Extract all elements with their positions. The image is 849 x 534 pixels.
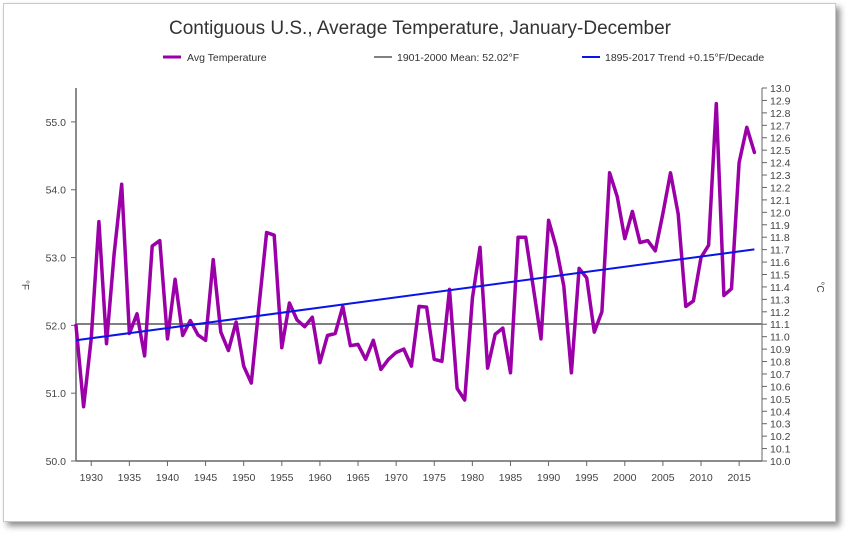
y2-tick-label: 11.9 bbox=[770, 220, 790, 232]
x-tick-label: 1955 bbox=[270, 472, 294, 484]
y2-tick-label: 10.2 bbox=[770, 431, 791, 443]
y2-tick-label: 12.7 bbox=[770, 120, 791, 132]
y2-tick-label: 10.0 bbox=[770, 456, 791, 468]
legend-label-trend: 1895-2017 Trend +0.15°F/Decade bbox=[605, 52, 764, 64]
x-tick-label: 2000 bbox=[613, 472, 637, 484]
y2-tick-label: 12.9 bbox=[770, 95, 791, 107]
y-tick-label: 51.0 bbox=[46, 388, 67, 400]
y-tick-label: 53.0 bbox=[46, 253, 67, 265]
x-tick-label: 1940 bbox=[156, 472, 180, 484]
x-tick-label: 2010 bbox=[689, 472, 713, 484]
y2-axis-label: °C bbox=[814, 281, 825, 292]
y2-tick-label: 11.2 bbox=[770, 307, 790, 319]
x-tick-label: 1950 bbox=[232, 472, 256, 484]
y2-tick-label: 10.4 bbox=[770, 406, 791, 418]
y2-tick-label: 10.3 bbox=[770, 419, 791, 431]
y2-tick-label: 10.8 bbox=[770, 357, 791, 369]
y2-tick-label: 12.6 bbox=[770, 133, 791, 145]
y-tick-label: 50.0 bbox=[46, 456, 67, 468]
y-tick-label: 55.0 bbox=[46, 117, 67, 129]
x-tick-label: 1945 bbox=[194, 472, 218, 484]
y2-tick-label: 10.7 bbox=[770, 369, 791, 381]
y2-tick-label: 11.4 bbox=[770, 282, 790, 294]
y2-tick-label: 10.6 bbox=[770, 381, 791, 393]
x-tick-label: 1975 bbox=[423, 472, 447, 484]
y2-tick-label: 12.8 bbox=[770, 108, 791, 120]
y2-tick-label: 11.3 bbox=[770, 294, 790, 306]
y2-tick-label: 11.1 bbox=[770, 319, 790, 331]
y2-tick-label: 11.0 bbox=[770, 332, 790, 344]
y-axis-label: °F bbox=[19, 280, 30, 290]
y2-tick-label: 10.9 bbox=[770, 344, 791, 356]
axes bbox=[71, 87, 767, 466]
y2-tick-label: 12.1 bbox=[770, 195, 791, 207]
legend-label-avg-temperature: Avg Temperature bbox=[187, 52, 267, 64]
tick-labels: 1930 1935 1940 1945 1950 1955 1960 1965 1970 1975… bbox=[46, 83, 791, 484]
x-tick-label: 1970 bbox=[384, 472, 408, 484]
legend-label-mean: 1901-2000 Mean: 52.02°F bbox=[397, 52, 519, 64]
y2-tick-label: 11.7 bbox=[770, 245, 790, 257]
chart-title: Contiguous U.S., Average Temperature, Ja… bbox=[169, 18, 672, 39]
trend-line bbox=[75, 248, 755, 342]
x-tick-label: 1965 bbox=[346, 472, 370, 484]
legend-item-avg-temperature[interactable]: Avg Temperature bbox=[163, 52, 267, 64]
y-tick-label: 54.0 bbox=[46, 185, 67, 197]
x-tick-label: 1995 bbox=[575, 472, 599, 484]
y2-tick-label: 12.3 bbox=[770, 170, 791, 182]
y2-tick-label: 12.4 bbox=[770, 158, 791, 170]
y2-tick-label: 13.0 bbox=[770, 83, 791, 95]
legend-item-mean[interactable]: 1901-2000 Mean: 52.02°F bbox=[374, 52, 519, 64]
y2-tick-label: 11.6 bbox=[770, 257, 790, 269]
series-layer bbox=[74, 101, 762, 409]
y2-tick-label: 11.8 bbox=[770, 232, 790, 244]
y2-tick-label: 12.0 bbox=[770, 207, 791, 219]
x-tick-label: 1990 bbox=[537, 472, 561, 484]
x-tick-label: 2005 bbox=[651, 472, 675, 484]
x-tick-label: 1935 bbox=[118, 472, 142, 484]
x-tick-label: 2015 bbox=[727, 472, 751, 484]
avg-temperature-line bbox=[74, 101, 757, 409]
x-tick-label: 1985 bbox=[499, 472, 523, 484]
chart-frame bbox=[3, 3, 836, 522]
y-tick-label: 52.0 bbox=[46, 320, 67, 332]
y2-tick-label: 12.2 bbox=[770, 182, 791, 194]
y2-tick-label: 10.1 bbox=[770, 444, 791, 456]
x-tick-label: 1960 bbox=[308, 472, 332, 484]
y2-tick-label: 10.5 bbox=[770, 394, 791, 406]
legend: Avg Temperature 1901-2000 Mean: 52.02°F … bbox=[163, 52, 764, 64]
x-tick-label: 1930 bbox=[80, 472, 104, 484]
legend-item-trend[interactable]: 1895-2017 Trend +0.15°F/Decade bbox=[582, 52, 764, 64]
y2-tick-label: 11.5 bbox=[770, 270, 790, 282]
x-tick-label: 1980 bbox=[461, 472, 485, 484]
y2-tick-label: 12.5 bbox=[770, 145, 791, 157]
